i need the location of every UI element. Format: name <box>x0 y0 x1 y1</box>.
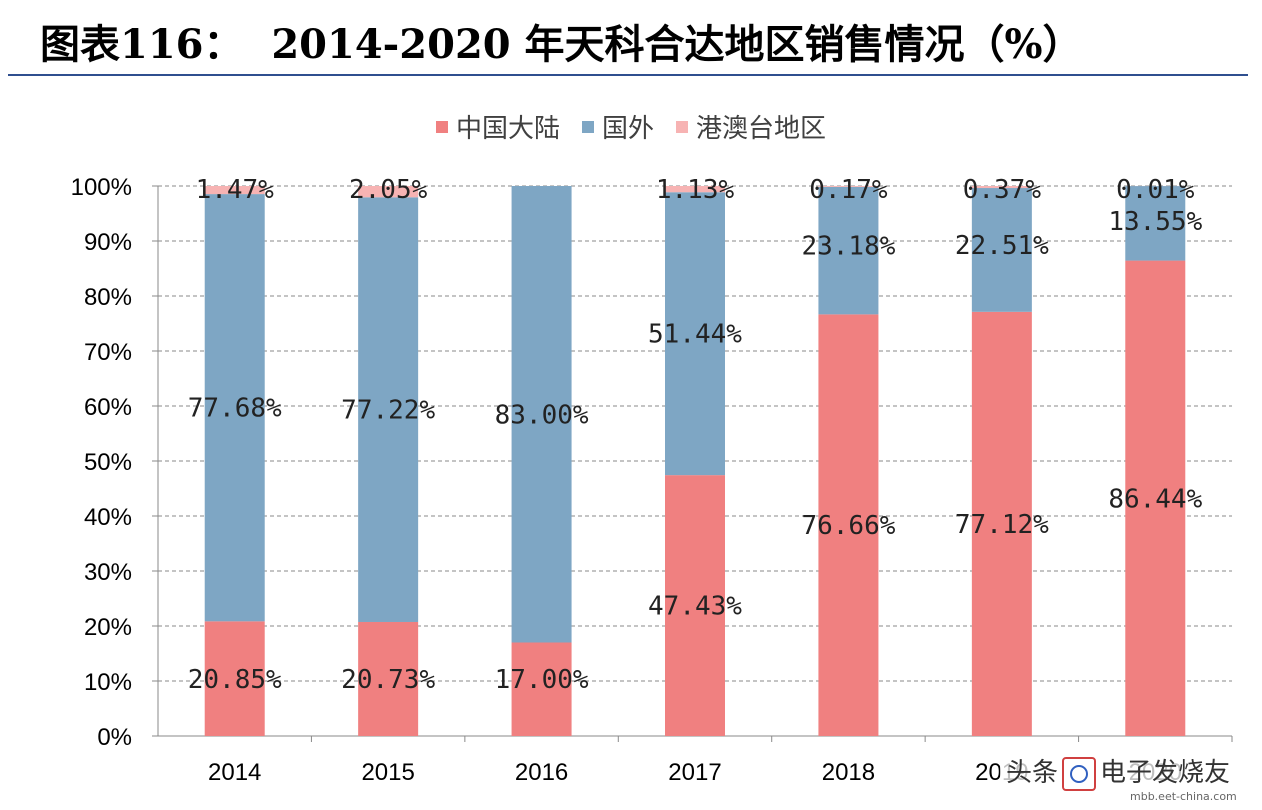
bar-overseas-2016 <box>511 186 572 643</box>
x-tick-label: 2015 <box>361 759 414 786</box>
data-label-hk-macau-tw-2018: 0.17% <box>809 175 888 205</box>
bar-mainland-2015 <box>358 621 419 736</box>
data-label-overseas-2020: 13.55% <box>1108 207 1202 237</box>
legend-item-mainland: 中国大陆 <box>435 108 560 145</box>
bar-hk-macau-tw-2018 <box>818 185 879 187</box>
data-label-hk-macau-tw-2014: 1.47% <box>196 175 275 205</box>
title-divider <box>8 74 1248 76</box>
y-tick-label: 10% <box>84 669 132 696</box>
data-label-mainland-2014: 20.85% <box>188 665 282 695</box>
data-label-overseas-2017: 51.44% <box>648 320 742 350</box>
bar-hk-macau-tw-2014 <box>204 186 265 195</box>
y-tick-label: 50% <box>84 449 132 476</box>
bar-mainland-2016 <box>511 642 572 736</box>
bar-mainland-2018 <box>818 314 879 736</box>
bar-overseas-2017 <box>665 192 725 476</box>
y-tick-label: 40% <box>84 504 132 531</box>
data-label-mainland-2017: 47.43% <box>648 592 742 622</box>
title-bar: 图表116： 2014-2020 年天科合达地区销售情况（%） <box>0 0 1262 76</box>
bar-hk-macau-tw-2015 <box>358 186 419 198</box>
y-tick-label: 20% <box>84 614 132 641</box>
data-label-mainland-2018: 76.66% <box>801 511 895 541</box>
x-tick-label: 2016 <box>515 759 568 786</box>
bar-overseas-2019 <box>971 188 1032 312</box>
data-label-hk-macau-tw-2019: 0.37% <box>963 175 1042 205</box>
y-tick-label: 30% <box>84 559 132 586</box>
data-label-overseas-2016: 83.00% <box>495 400 589 430</box>
data-label-hk-macau-tw-2015: 2.05% <box>349 175 428 205</box>
data-label-overseas-2014: 77.68% <box>188 394 282 424</box>
bar-mainland-2019 <box>971 311 1032 736</box>
data-label-mainland-2019: 77.12% <box>955 510 1049 540</box>
watermark-logo-icon <box>1062 756 1097 791</box>
bar-mainland-2020 <box>1125 260 1186 736</box>
y-tick-label: 100% <box>71 174 132 201</box>
y-tick-label: 70% <box>84 339 132 366</box>
legend-label-mainland: 中国大陆 <box>455 114 560 144</box>
bar-mainland-2014 <box>204 621 265 736</box>
bar-overseas-2018 <box>818 186 879 315</box>
y-tick-label: 90% <box>84 229 132 256</box>
bar-overseas-2014 <box>204 194 265 622</box>
y-tick-label: 80% <box>84 284 132 311</box>
legend-label-hk-macau-tw: 港澳台地区 <box>696 114 827 144</box>
bar-hk-macau-tw-2019 <box>971 186 1032 189</box>
bar-hk-macau-tw-2017 <box>665 186 725 193</box>
page-title: 图表116： 2014-2020 年天科合达地区销售情况（%） <box>40 21 1083 68</box>
watermark-url: mbb.eet-china.com <box>1130 790 1237 803</box>
data-label-hk-macau-tw-2017: 1.13% <box>656 175 735 205</box>
data-label-overseas-2018: 23.18% <box>801 232 895 262</box>
watermark-text: 头条 <box>1006 758 1059 788</box>
legend-swatch-hk-macau-tw <box>676 120 688 133</box>
y-tick-label: 0% <box>97 724 132 751</box>
data-label-hk-macau-tw-2020: 0.01% <box>1116 175 1195 205</box>
legend-label-overseas: 国外 <box>601 114 654 144</box>
x-tick-label: 2018 <box>822 759 875 786</box>
legend-item-hk-macau-tw: 港澳台地区 <box>676 108 826 145</box>
legend-swatch-overseas <box>581 120 594 133</box>
y-tick-label: 60% <box>84 394 132 421</box>
x-tick-label: 2014 <box>208 759 261 786</box>
legend-item-overseas: 国外 <box>581 108 654 145</box>
chart-legend: 中国大陆 国外 港澳台地区 <box>0 108 1262 145</box>
data-label-overseas-2019: 22.51% <box>955 231 1049 261</box>
data-label-overseas-2015: 77.22% <box>341 396 435 426</box>
bar-mainland-2017 <box>665 475 725 736</box>
watermark-source: 电子发烧友 <box>1100 758 1231 788</box>
data-label-mainland-2015: 20.73% <box>341 665 435 695</box>
legend-swatch-mainland <box>435 120 448 133</box>
data-label-mainland-2020: 86.44% <box>1108 484 1202 514</box>
bar-overseas-2020 <box>1125 186 1186 261</box>
data-label-mainland-2016: 17.00% <box>495 665 589 695</box>
x-tick-label: 2017 <box>668 759 721 786</box>
bar-overseas-2015 <box>358 197 419 622</box>
watermark: 头条 电子发烧友 <box>1000 752 1237 791</box>
